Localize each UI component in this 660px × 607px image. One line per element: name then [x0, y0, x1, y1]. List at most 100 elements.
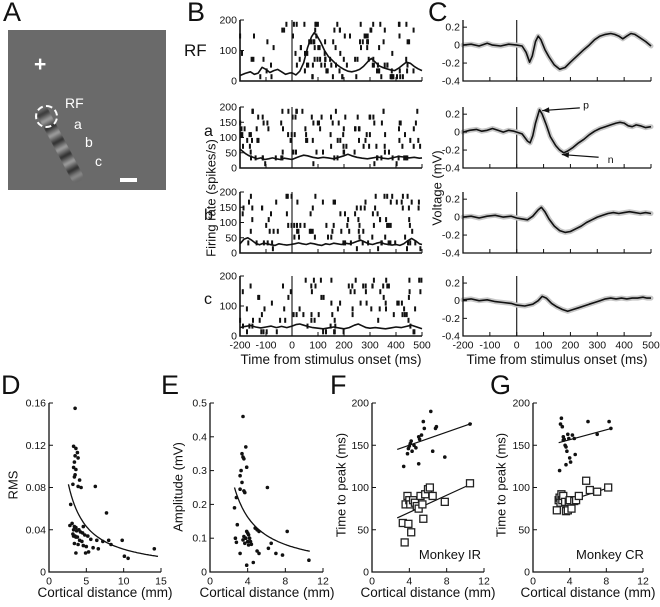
data-point-dot [122, 554, 127, 558]
data-point-square [552, 506, 561, 515]
chart-C-4: 0.2 0 -0.2 -0.4-200 -100 0 100 200 300 400 500 [442, 276, 660, 352]
data-point-dot [93, 484, 98, 489]
data-point-dot [235, 522, 240, 527]
y-tick-label: 0.2 [192, 499, 207, 511]
data-point-dot [74, 467, 78, 472]
data-point-dot [419, 433, 424, 437]
data-point-dot [152, 547, 157, 551]
data-point-dot [238, 487, 242, 492]
data-point-dot [239, 468, 243, 473]
y-tick-label: 0.2 [445, 194, 460, 206]
data-point-dot [443, 455, 447, 459]
x-tick-label: 10 [118, 576, 130, 588]
data-point-dot [240, 480, 244, 485]
data-point-dot [76, 542, 80, 547]
monkey-cr-label: Monkey CR [576, 547, 644, 562]
data-point-dot [561, 438, 566, 443]
panel-label-B: B [187, 0, 206, 27]
x-tick-label: 0 [369, 576, 375, 588]
data-point-dot [595, 432, 599, 437]
data-point-dot [307, 558, 311, 562]
data-point-dot [412, 443, 416, 448]
x-tick-label: -200 [452, 340, 473, 352]
panel-label-E: E [161, 370, 180, 400]
annotation-p: p [583, 99, 589, 111]
axes [48, 403, 161, 573]
data-point-dot [238, 473, 242, 478]
y-tick-label: 200 [219, 15, 237, 27]
data-point-dot [251, 560, 256, 565]
y-tick-label: 0.2 [445, 22, 460, 34]
y-tick-label: -0.4 [442, 331, 460, 343]
data-point-dot [280, 553, 285, 557]
y-tick-label: -0.2 [442, 230, 460, 242]
data-point-dot [245, 539, 250, 544]
data-point-square [585, 485, 594, 495]
data-point-dot [558, 422, 563, 426]
data-point-dot [265, 485, 270, 490]
x-tick-label: 8 [282, 576, 288, 588]
data-point-dot [76, 484, 80, 489]
data-point-square [428, 491, 437, 501]
data-point-dot [421, 419, 426, 424]
data-point-square [404, 519, 413, 528]
x-tick-label: 4 [245, 576, 251, 588]
data-point-dot [560, 424, 565, 429]
data-point-dot [71, 482, 75, 487]
data-point-dot [257, 551, 261, 556]
data-point-dot [126, 556, 130, 561]
data-point-dot [72, 460, 77, 464]
data-point-dot [74, 529, 79, 533]
y-tick-label: 0.12 [26, 440, 47, 452]
y-tick-label: 0 [454, 295, 460, 307]
distance-xlabel-f: Cortical distance (mm) [360, 585, 496, 600]
y-tick-label: 0 [40, 567, 46, 579]
y-tick-label: 0.5 [192, 398, 207, 410]
data-point-dot [409, 439, 414, 443]
data-point-dot [104, 511, 109, 515]
data-point-dot [91, 545, 95, 550]
probe-a-label: a [74, 116, 82, 132]
x-tick-label: 12 [478, 576, 490, 588]
data-point-dot [434, 424, 439, 429]
y-tick-label: 0 [231, 248, 237, 260]
fit-curve [233, 487, 310, 552]
y-tick-label: 0.08 [26, 482, 47, 494]
row-label-a: a [204, 123, 213, 140]
voltage-trace [462, 108, 652, 154]
data-point-dot [430, 449, 435, 454]
y-tick-label: 150 [219, 202, 237, 214]
rate-line [239, 323, 423, 330]
x-tick-label: 0 [289, 340, 295, 352]
data-point-dot [557, 468, 562, 473]
y-tick-label: 0.1 [192, 533, 207, 545]
chart-B-c: 0 100 200 -200 -100 0 100 200 300 400 500 [219, 271, 430, 352]
data-point-dot [572, 436, 577, 441]
x-tick-label: 8 [603, 576, 609, 588]
data-point-dot [80, 539, 84, 544]
data-point-dot [238, 551, 242, 556]
trend-line [558, 427, 612, 444]
data-point-dot [285, 529, 290, 534]
data-point-dot [247, 536, 252, 540]
data-point-dot [607, 419, 611, 424]
data-point-dot [414, 446, 418, 450]
chart-G: 0 50 100 150 200 0 4 8 12 [512, 398, 649, 588]
x-tick-label: 0 [514, 340, 520, 352]
data-point-dot [244, 445, 248, 449]
chart-C-2: 0.2 0 -0.2 -0.4 p n [442, 99, 654, 175]
data-point-dot [101, 539, 105, 544]
data-point-dot [83, 551, 88, 555]
x-tick-label: 100 [535, 340, 553, 352]
data-point-dot [244, 536, 248, 540]
data-point-dot [76, 456, 80, 460]
distance-xlabel-g: Cortical distance (mm) [520, 585, 656, 600]
x-tick-label: -100 [479, 340, 500, 352]
data-point-dot [468, 422, 472, 426]
data-point-square [582, 476, 591, 485]
y-tick-label: -0.4 [442, 163, 460, 175]
data-point-square [418, 500, 427, 509]
annotation-arrowhead [542, 107, 550, 113]
data-point-dot [75, 450, 80, 455]
fit-curve [67, 484, 159, 558]
